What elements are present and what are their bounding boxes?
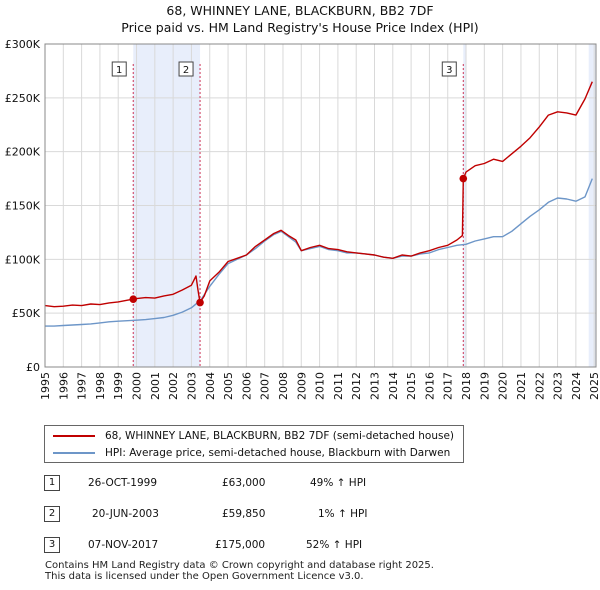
transaction-row: 3 07-NOV-2017 £175,000 52% ↑ HPI: [44, 537, 564, 555]
x-tick-label: 2025: [588, 372, 600, 400]
x-tick-label: 2003: [185, 372, 198, 400]
x-tick-label: 2012: [350, 372, 363, 400]
sale-point: [196, 298, 204, 307]
transaction-date: 26-OCT-1999: [88, 477, 157, 489]
sale-point: [459, 174, 468, 183]
chart-legend: 68, WHINNEY LANE, BLACKBURN, BB2 7DF (se…: [44, 425, 464, 463]
marker-label-box: [178, 61, 194, 77]
x-tick-label: 2006: [240, 372, 253, 400]
plot-border: [44, 43, 597, 368]
chart-subtitle: Price paid vs. HM Land Registry's House …: [121, 20, 479, 35]
x-tick-label: 2011: [332, 372, 345, 400]
series-line: [45, 178, 593, 327]
transaction-number-badge: 3: [44, 537, 60, 553]
marker-label-box: [111, 61, 127, 77]
transaction-hpi: 52% ↑ HPI: [306, 539, 363, 551]
x-tick-label: 1999: [112, 372, 125, 400]
transaction-row: 1 26-OCT-1999 £63,000 49% ↑ HPI: [44, 475, 564, 493]
x-tick-label: 2019: [478, 372, 491, 400]
y-tick-label: £200K: [5, 146, 41, 159]
transaction-hpi: 49% ↑ HPI: [310, 477, 367, 489]
x-tick-label: 2022: [533, 372, 546, 400]
legend-item-property: 68, WHINNEY LANE, BLACKBURN, BB2 7DF (se…: [53, 428, 454, 444]
x-tick-label: 1995: [39, 372, 52, 400]
marker-label-text: 1: [116, 65, 122, 76]
transaction-hpi: 1% ↑ HPI: [318, 508, 368, 520]
y-tick-label: £50K: [12, 307, 41, 320]
marker-label-text: 3: [446, 65, 452, 76]
legend-item-hpi: HPI: Average price, semi-detached house,…: [53, 445, 450, 461]
x-tick-label: 2013: [369, 372, 382, 400]
x-tick-label: 1998: [94, 372, 107, 400]
transaction-date: 07-NOV-2017: [88, 539, 159, 551]
y-tick-label: £250K: [5, 92, 41, 105]
y-tick-label: £150K: [5, 200, 41, 213]
x-tick-label: 2010: [314, 372, 327, 400]
x-tick-label: 2008: [277, 372, 290, 400]
x-tick-label: 2001: [149, 372, 162, 400]
x-tick-label: 1997: [76, 372, 89, 400]
footer-copyright: Contains HM Land Registry data © Crown c…: [45, 560, 434, 571]
x-tick-label: 2021: [515, 372, 528, 400]
legend-swatch-property: [53, 435, 95, 437]
x-tick-label: 2017: [442, 372, 455, 400]
marker-label: 1: [111, 61, 127, 77]
x-tick-label: 2014: [387, 372, 400, 400]
y-tick-label: £0: [26, 361, 40, 374]
series-line: [44, 81, 593, 308]
legend-label-hpi: HPI: Average price, semi-detached house,…: [105, 447, 451, 459]
x-tick-label: 2000: [131, 372, 144, 400]
x-tick-label: 2009: [295, 372, 308, 400]
price-chart: £0 £50K £100K £150K £200K £250K £300K 1995 1996 1…: [5, 38, 600, 400]
transaction-row: 2 20-JUN-2003 £59,850 1% ↑ HPI: [44, 506, 564, 524]
x-tick-label: 2018: [460, 372, 473, 400]
x-tick-label: 2004: [204, 372, 217, 400]
x-tick-label: 2024: [570, 372, 583, 400]
x-tick-label: 2015: [405, 372, 418, 400]
sale-point: [129, 295, 138, 303]
legend-swatch-hpi: [53, 452, 95, 454]
marker-label-box: [441, 61, 457, 77]
x-tick-label: 2020: [497, 372, 510, 400]
marker-label: 2: [178, 61, 194, 77]
x-tick-label: 2005: [222, 372, 235, 400]
transaction-price: £63,000: [222, 477, 266, 489]
x-tick-label: 2002: [167, 372, 180, 400]
transaction-date: 20-JUN-2003: [92, 508, 159, 520]
x-tick-label: 2007: [259, 372, 272, 400]
marker-label-text: 2: [183, 65, 189, 76]
chart-title: 68, WHINNEY LANE, BLACKBURN, BB2 7DF: [166, 3, 434, 18]
transaction-price: £59,850: [222, 508, 266, 520]
transaction-price: £175,000: [215, 539, 266, 551]
y-tick-label: £100K: [5, 253, 41, 266]
y-tick-label: £300K: [5, 38, 41, 51]
x-tick-label: 2016: [423, 372, 436, 400]
footer-licence: This data is licensed under the Open Gov…: [45, 571, 364, 582]
x-tick-label: 2023: [552, 372, 565, 400]
transaction-number-badge: 2: [44, 506, 60, 522]
transaction-number-badge: 1: [44, 475, 60, 491]
x-tick-label: 1996: [57, 372, 70, 400]
legend-label-property: 68, WHINNEY LANE, BLACKBURN, BB2 7DF (se…: [105, 430, 455, 442]
marker-label: 3: [441, 61, 457, 77]
